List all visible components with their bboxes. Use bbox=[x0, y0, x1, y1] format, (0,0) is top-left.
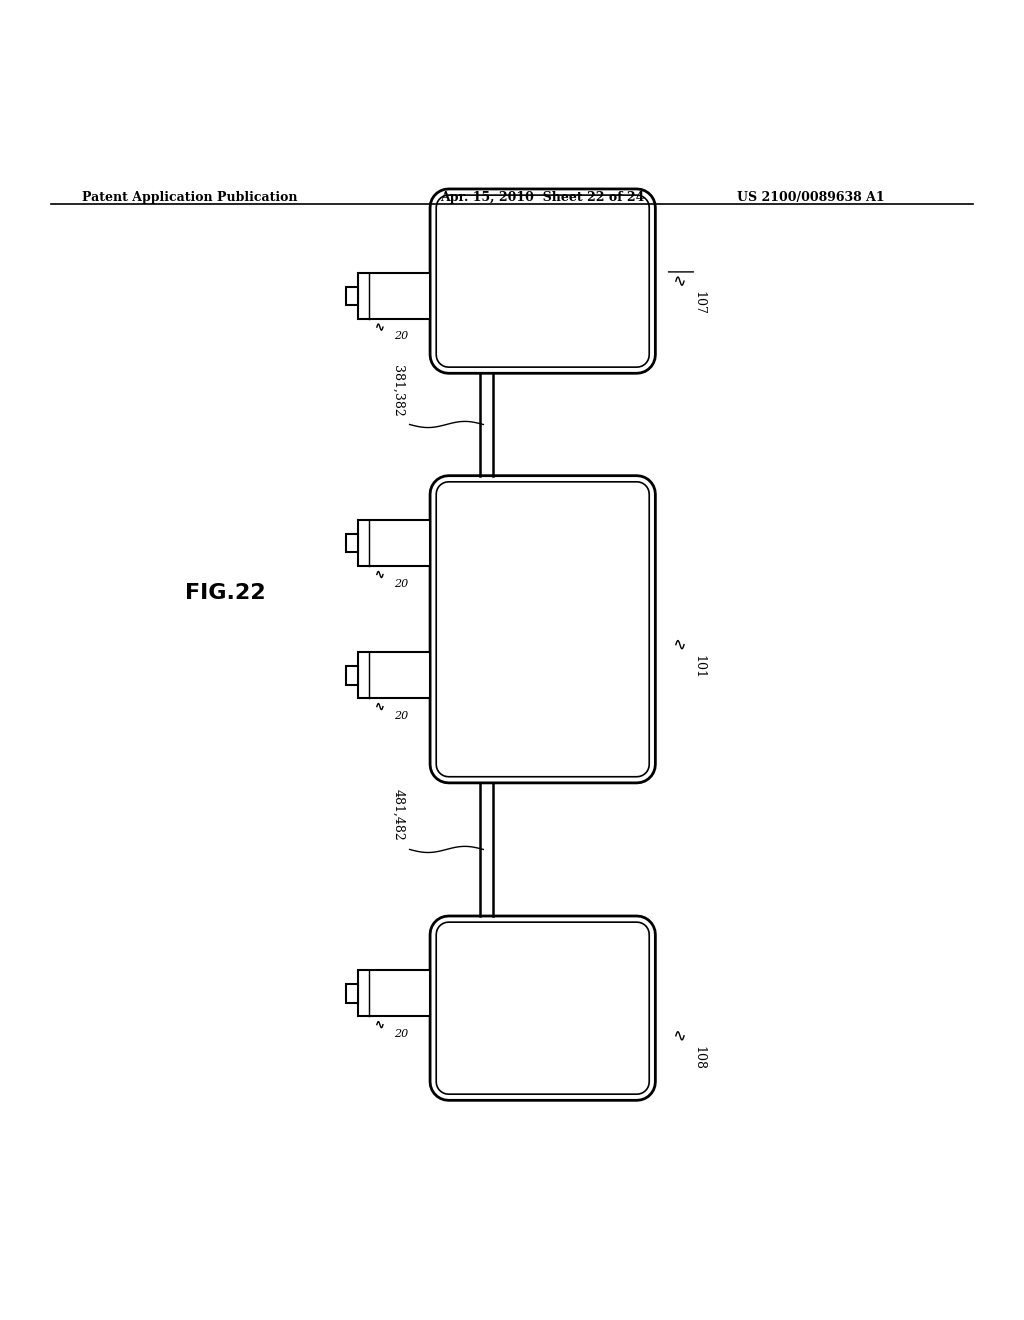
Bar bbox=[346, 985, 358, 1003]
Text: 20: 20 bbox=[394, 1028, 409, 1039]
Text: 101: 101 bbox=[692, 655, 706, 678]
Bar bbox=[358, 273, 430, 319]
Bar bbox=[346, 535, 358, 553]
Text: 20: 20 bbox=[394, 578, 409, 589]
Text: FIG.22: FIG.22 bbox=[185, 583, 265, 603]
Text: 107: 107 bbox=[692, 292, 706, 315]
Text: US 2100/0089638 A1: US 2100/0089638 A1 bbox=[737, 191, 885, 205]
Text: Patent Application Publication: Patent Application Publication bbox=[82, 191, 297, 205]
Bar bbox=[358, 970, 430, 1016]
Bar bbox=[346, 667, 358, 685]
Bar bbox=[346, 286, 358, 305]
Text: 381,382: 381,382 bbox=[391, 364, 404, 416]
Text: 20: 20 bbox=[394, 331, 409, 341]
Bar bbox=[358, 652, 430, 698]
Bar bbox=[358, 520, 430, 566]
Text: Apr. 15, 2010  Sheet 22 of 24: Apr. 15, 2010 Sheet 22 of 24 bbox=[440, 191, 645, 205]
Text: 108: 108 bbox=[692, 1045, 706, 1071]
Text: 481,482: 481,482 bbox=[391, 789, 404, 841]
Text: 20: 20 bbox=[394, 710, 409, 721]
